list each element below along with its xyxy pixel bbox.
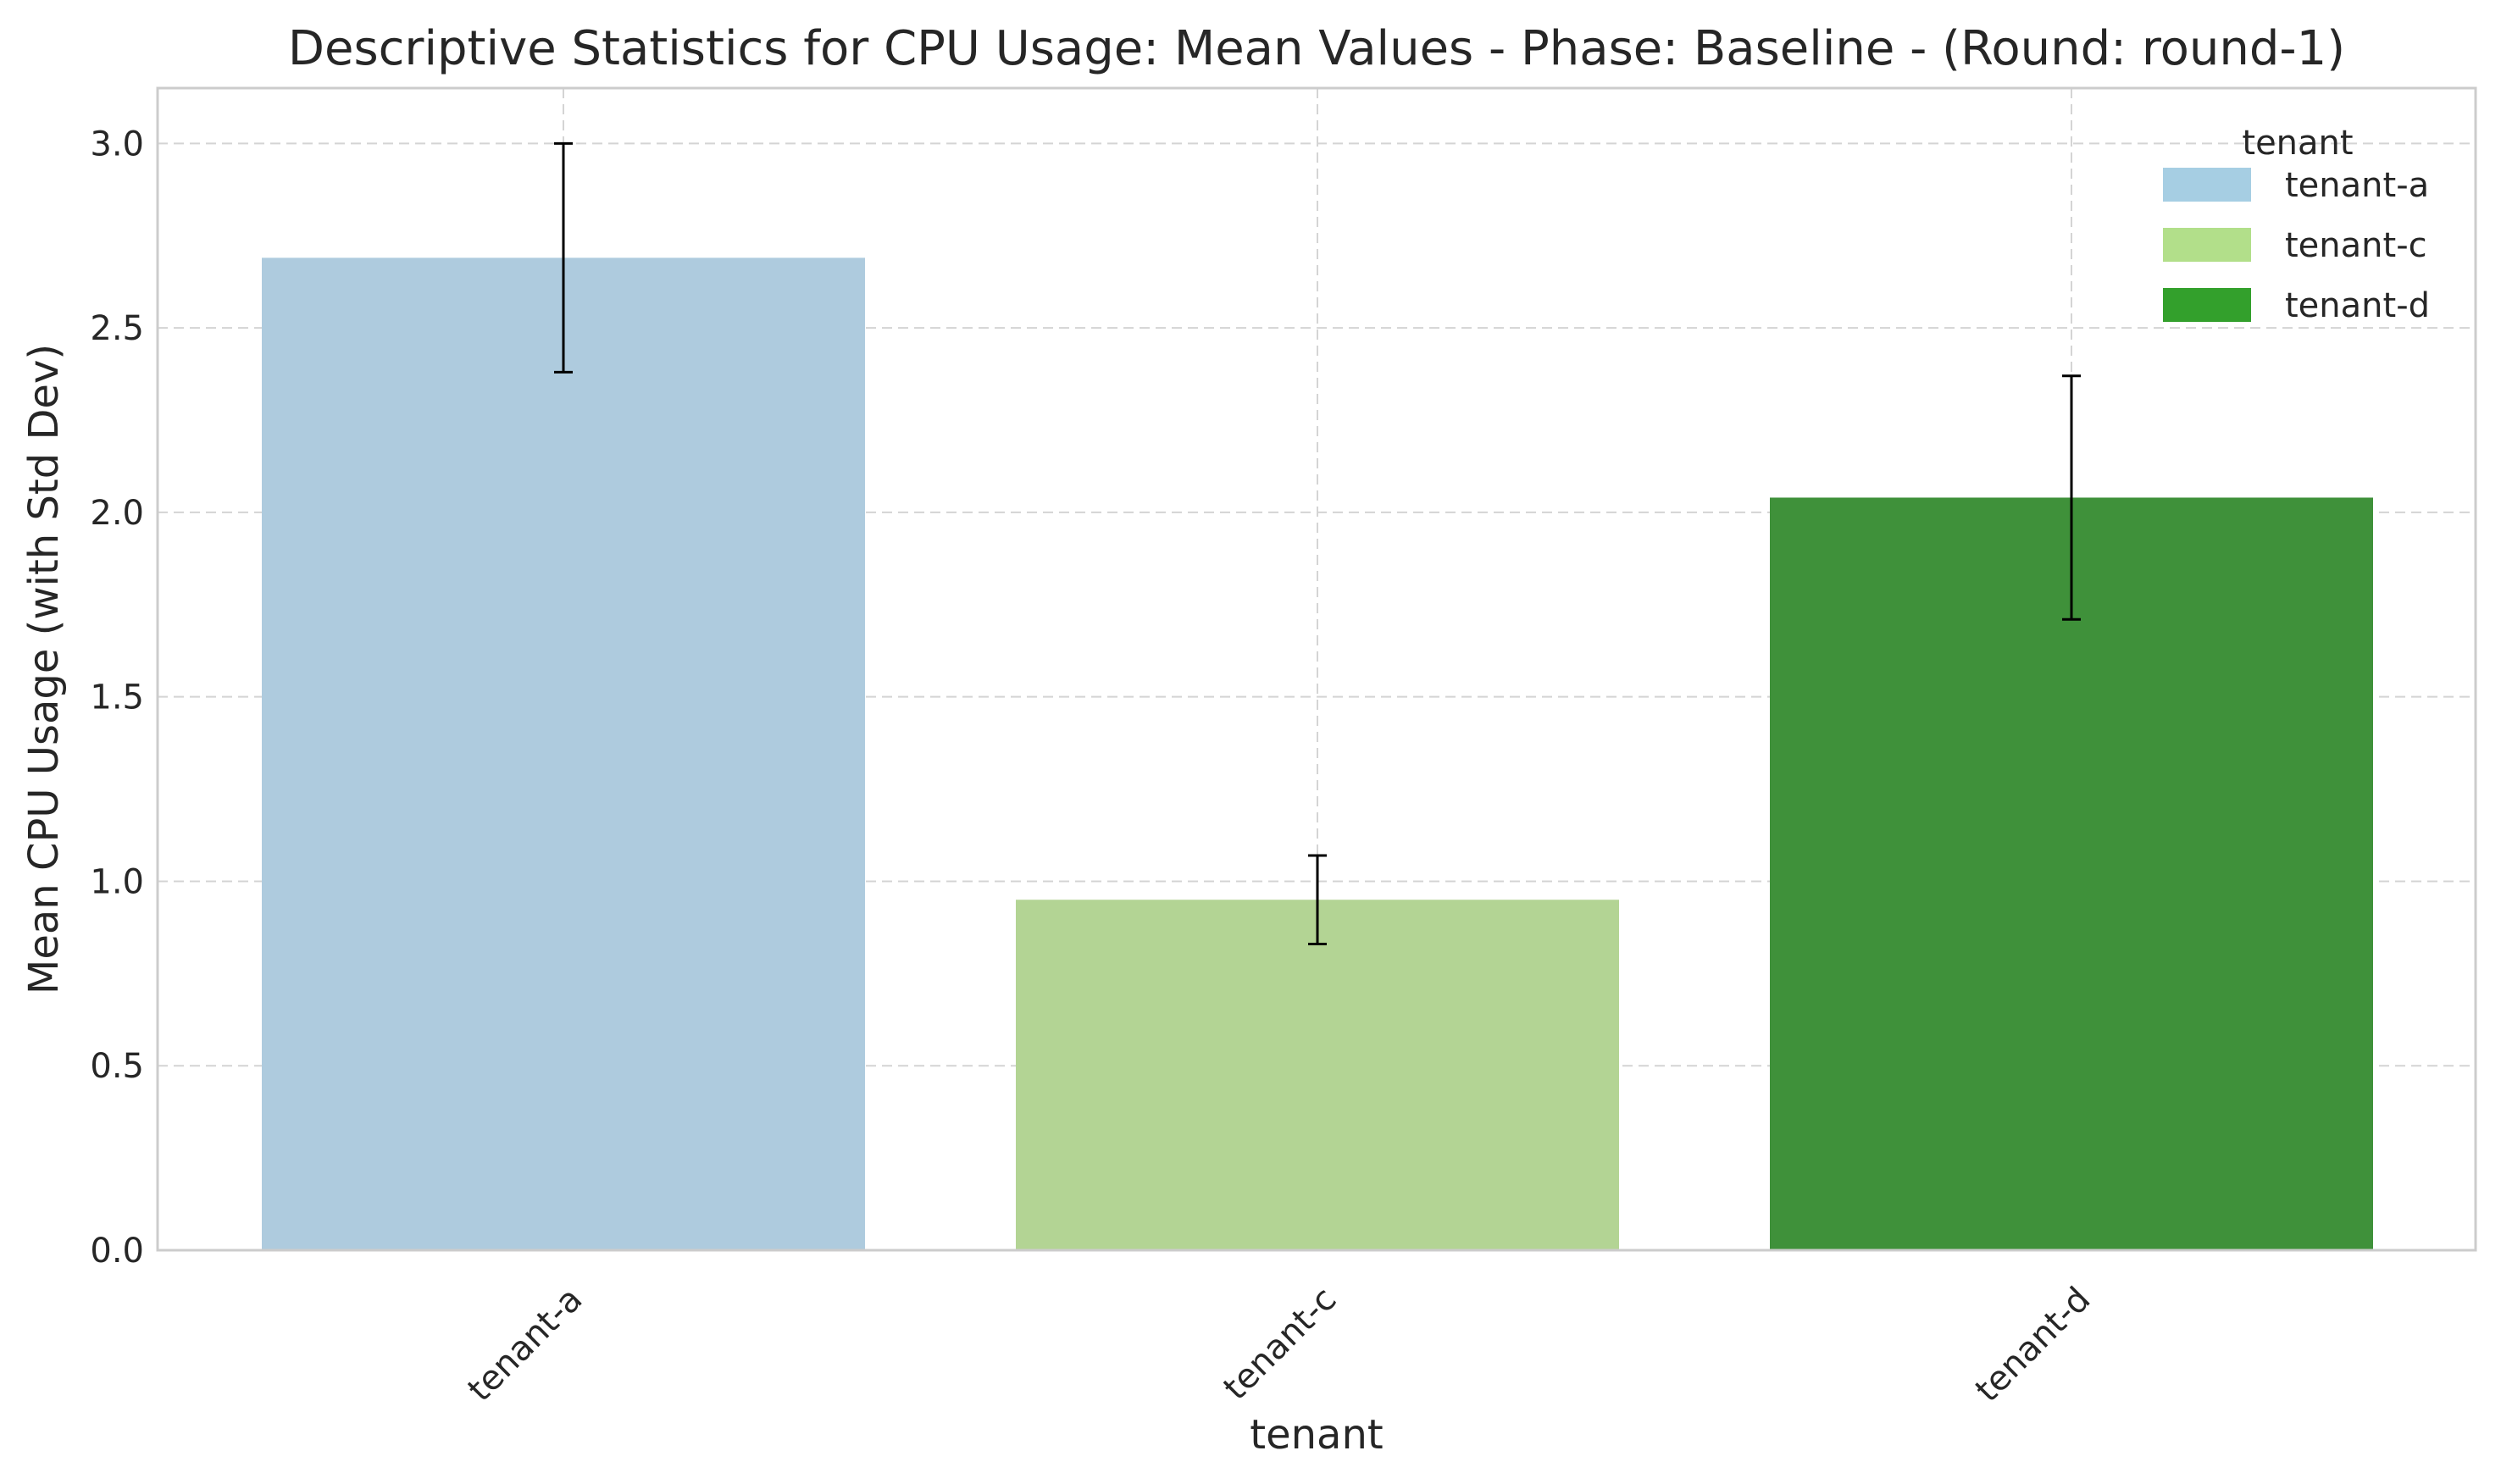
y-tick-label: 0.5 [90,1047,144,1086]
legend-swatch [2163,228,2251,262]
bars [262,257,2373,1250]
error-bar-tenant-d [2062,374,2081,621]
bar-tenant-c [1016,900,1619,1250]
y-tick-label: 1.0 [90,862,144,901]
y-tick-label: 2.5 [90,309,144,348]
y-tick-label: 0.0 [90,1232,144,1271]
legend-entry-tenant-d: tenant-d [2163,286,2430,325]
y-tick-label: 3.0 [90,125,144,163]
bar-tenant-a [262,257,865,1250]
error-bars [554,141,2081,945]
y-axis-label: Mean CPU Usage (with Std Dev) [20,344,68,994]
legend: tenant tenant-a tenant-c tenant-d [2163,124,2430,325]
error-bar-tenant-c [1308,854,1327,945]
x-axis-ticks: tenant-a tenant-c tenant-d [461,1280,2099,1409]
chart-title: Descriptive Statistics for CPU Usage: Me… [288,21,2345,76]
x-tick-label: tenant-c [1216,1280,1344,1408]
x-axis-label: tenant [1250,1411,1383,1459]
legend-swatch [2163,288,2251,322]
legend-entry-tenant-a: tenant-a [2163,166,2429,205]
error-bar-tenant-a [554,141,573,374]
legend-label: tenant-c [2285,226,2427,265]
bar-tenant-d [1770,497,2373,1250]
legend-label: tenant-a [2285,166,2429,205]
y-tick-label: 1.5 [90,678,144,717]
legend-label: tenant-d [2285,286,2430,325]
x-tick-label: tenant-a [461,1280,591,1409]
y-axis-ticks: 0.0 0.5 1.0 1.5 2.0 2.5 3.0 [90,125,144,1271]
x-tick-label: tenant-d [1968,1280,2098,1409]
y-tick-label: 2.0 [90,494,144,533]
legend-entry-tenant-c: tenant-c [2163,226,2427,265]
legend-title: tenant [2242,124,2353,163]
plot-frame [156,86,2477,1252]
legend-swatch [2163,168,2251,202]
